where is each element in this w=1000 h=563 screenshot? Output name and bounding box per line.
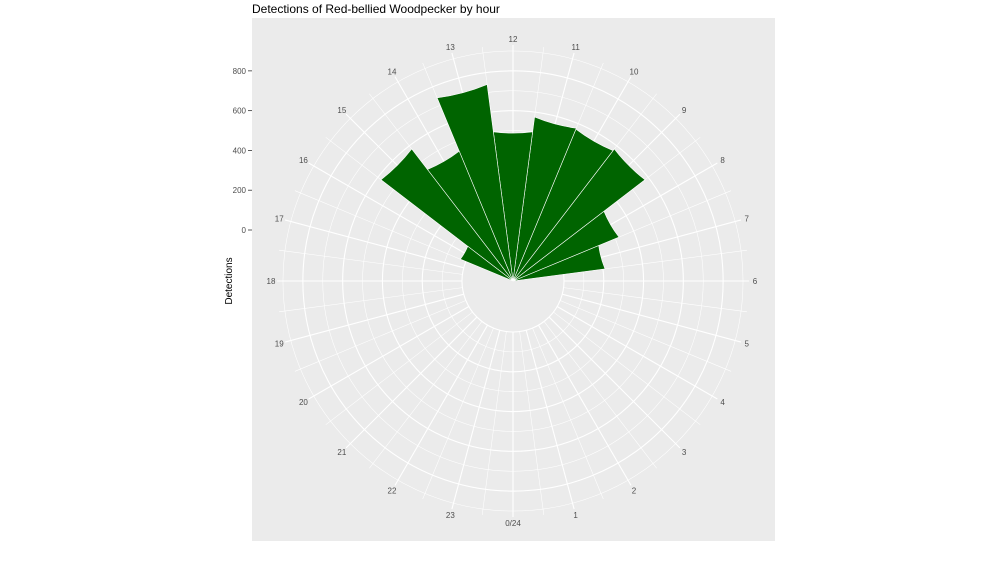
hour-label: 1 <box>573 511 578 520</box>
grid-spoke <box>562 293 742 343</box>
y-tick-label: 600 <box>233 107 247 116</box>
hour-label: 2 <box>632 487 637 496</box>
hour-label: 5 <box>745 340 750 349</box>
grid-spoke <box>394 324 488 486</box>
y-tick-label: 400 <box>233 146 247 155</box>
hour-label: 16 <box>299 156 308 165</box>
y-axis-title: Detections <box>224 257 235 304</box>
grid-spoke-minor <box>543 321 657 469</box>
grid-spoke <box>345 316 478 449</box>
grid-spoke-minor <box>294 190 466 262</box>
grid-spoke-minor <box>325 311 473 425</box>
grid-spoke <box>308 306 470 400</box>
hour-label: 19 <box>275 340 284 349</box>
grid-spoke <box>284 219 464 269</box>
grid-spoke-minor <box>519 331 545 516</box>
hour-label: 15 <box>337 106 346 115</box>
bar-hour-11 <box>512 116 577 282</box>
grid-spoke-minor <box>481 331 507 516</box>
hour-label: 12 <box>509 35 518 44</box>
hour-label: 20 <box>299 398 308 407</box>
grid-spoke-minor <box>278 287 463 313</box>
chart-title: Detections of Red-bellied Woodpecker by … <box>252 2 500 16</box>
grid-spoke <box>451 330 501 510</box>
hour-label: 0/24 <box>505 519 521 528</box>
hour-label: 7 <box>745 214 750 223</box>
hour-label: 13 <box>446 43 455 52</box>
grid-spoke <box>538 324 632 486</box>
y-tick-label: 0 <box>242 226 247 235</box>
bar-hour-13 <box>436 84 514 282</box>
grid <box>277 45 749 517</box>
hour-label: 4 <box>720 398 725 407</box>
grid-spoke-minor <box>563 287 748 313</box>
grid-spoke <box>284 293 464 343</box>
hour-label: 22 <box>388 487 397 496</box>
grid-spoke-minor <box>422 328 494 500</box>
y-axis: 0 200 400 600 800 <box>233 67 252 235</box>
grid-spoke <box>525 330 575 510</box>
grid-spoke-minor <box>369 321 483 469</box>
grid-spoke <box>556 306 718 400</box>
grid-spoke-minor <box>560 300 732 372</box>
hour-label: 11 <box>571 43 580 52</box>
grid-spoke-minor <box>532 328 604 500</box>
y-tick-label: 200 <box>233 186 247 195</box>
bar-hour-15 <box>380 148 514 282</box>
hour-label: 6 <box>753 277 758 286</box>
grid-spoke-minor <box>294 300 466 372</box>
bars <box>380 84 646 282</box>
hour-label: 8 <box>720 156 725 165</box>
hour-label: 23 <box>446 511 455 520</box>
grid-spoke-minor <box>278 249 463 275</box>
grid-spoke <box>548 316 681 449</box>
hour-label: 14 <box>388 67 397 76</box>
hour-label: 18 <box>267 277 276 286</box>
bar-hour-9 <box>512 148 646 282</box>
hour-label: 21 <box>337 448 346 457</box>
hour-label: 10 <box>630 67 639 76</box>
hour-label: 9 <box>682 106 687 115</box>
hour-label: 3 <box>682 448 687 457</box>
grid-spoke-minor <box>553 311 701 425</box>
grid-spoke <box>308 162 470 256</box>
hour-labels: 0/24123456789101112131415161718192021222… <box>267 35 758 528</box>
y-tick-label: 800 <box>233 67 247 76</box>
bar-hour-16 <box>459 245 514 282</box>
hour-label: 17 <box>275 214 284 223</box>
